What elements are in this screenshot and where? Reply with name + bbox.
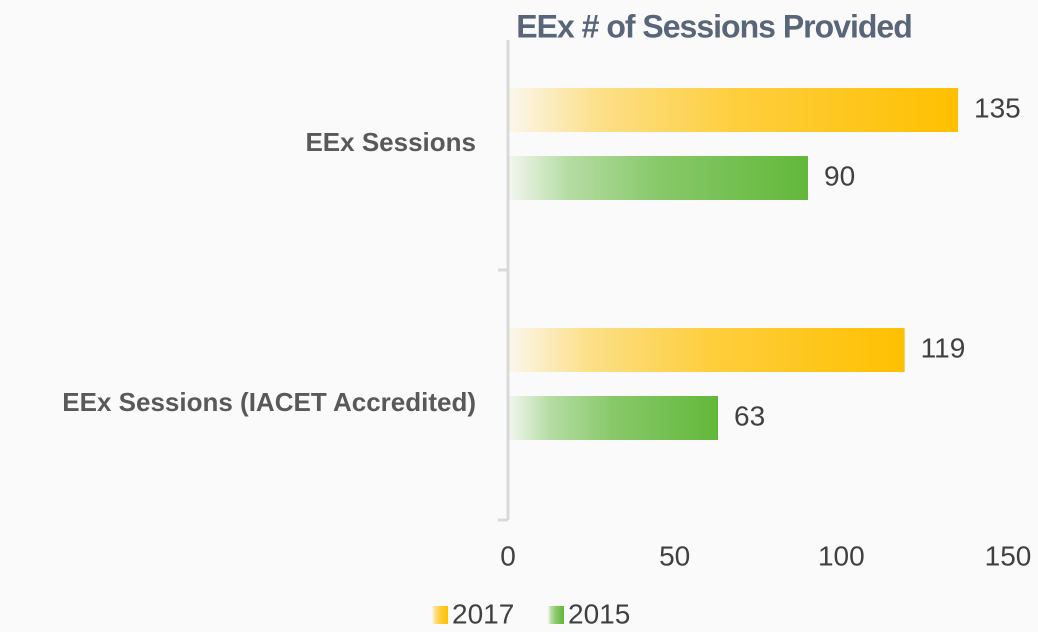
- legend-label: 2017: [452, 598, 514, 629]
- bar: [508, 156, 808, 200]
- category-label: EEx Sessions (IACET Accredited): [62, 387, 476, 417]
- chart-title: EEx # of Sessions Provided: [516, 8, 911, 44]
- x-tick-label: 50: [659, 540, 690, 571]
- category-label: EEx Sessions: [305, 127, 476, 157]
- bar: [508, 88, 958, 132]
- bar: [508, 396, 718, 440]
- x-tick-label: 150: [985, 540, 1032, 571]
- value-label: 90: [824, 160, 855, 191]
- value-label: 119: [921, 332, 966, 363]
- x-tick-label: 0: [500, 540, 516, 571]
- bar: [508, 328, 905, 372]
- legend-label: 2015: [568, 598, 630, 629]
- value-label: 135: [974, 92, 1021, 123]
- x-tick-label: 100: [818, 540, 865, 571]
- legend-swatch: [548, 606, 564, 624]
- value-label: 63: [734, 400, 765, 431]
- legend-swatch: [432, 606, 448, 624]
